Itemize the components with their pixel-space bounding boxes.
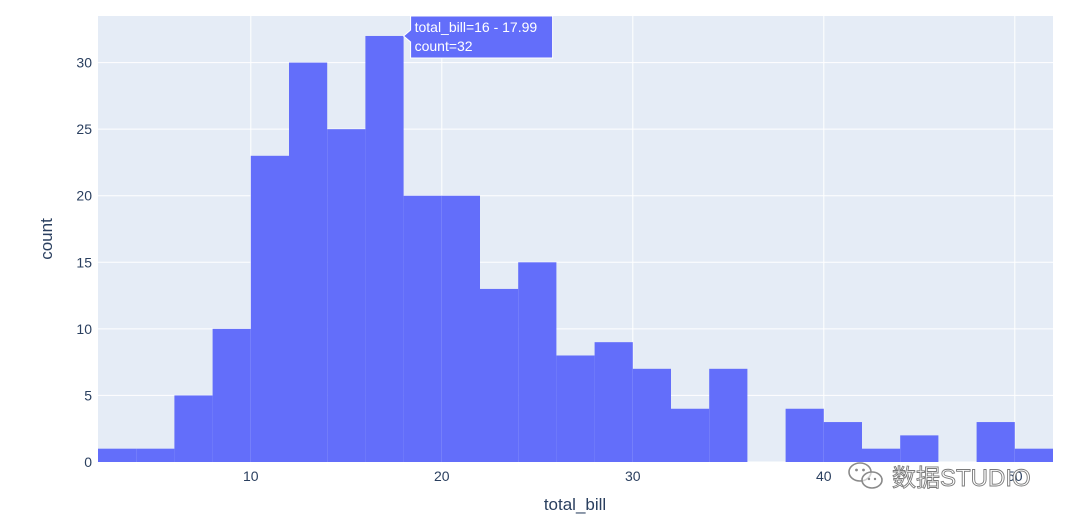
- histogram-bar[interactable]: [862, 448, 901, 462]
- tooltip-count: count=32: [415, 38, 473, 54]
- histogram-bar[interactable]: [785, 408, 824, 462]
- histogram-bar[interactable]: [441, 195, 480, 463]
- histogram-bar[interactable]: [594, 342, 633, 462]
- histogram-bar[interactable]: [556, 355, 595, 462]
- y-tick-label: 20: [76, 188, 92, 204]
- histogram-bar[interactable]: [518, 262, 557, 462]
- y-axis-ticks: 0 5 10 15 20 25 30: [76, 55, 92, 470]
- histogram-bar[interactable]: [136, 448, 175, 462]
- y-axis-label: count: [37, 218, 56, 260]
- histogram-bar[interactable]: [900, 435, 939, 462]
- y-tick-label: 5: [84, 387, 92, 403]
- x-tick-label: 40: [816, 468, 832, 484]
- bars[interactable]: [98, 35, 1053, 463]
- x-axis-label: total_bill: [544, 495, 606, 514]
- y-tick-label: 10: [76, 321, 92, 337]
- histogram-bar[interactable]: [98, 448, 137, 462]
- histogram-bar[interactable]: [671, 408, 710, 462]
- histogram-bar[interactable]: [327, 129, 366, 462]
- y-tick-label: 15: [76, 254, 92, 270]
- histogram-bar[interactable]: [1014, 448, 1053, 462]
- histogram-bar[interactable]: [823, 422, 862, 462]
- histogram-bar[interactable]: [403, 195, 442, 463]
- x-tick-label: 30: [625, 468, 641, 484]
- histogram-bar[interactable]: [365, 35, 404, 462]
- x-axis-ticks: 10 20 30 40 50: [243, 468, 1023, 484]
- x-tick-label: 50: [1007, 468, 1023, 484]
- tooltip-box: [402, 15, 554, 59]
- watermark: 数据STUDIO: [848, 462, 1031, 492]
- watermark-text: 数据STUDIO: [892, 465, 1031, 492]
- wechat-icon: [848, 462, 883, 489]
- histogram-bar[interactable]: [289, 62, 328, 462]
- histogram-bar[interactable]: [212, 328, 251, 462]
- histogram-bar[interactable]: [480, 288, 519, 462]
- hover-tooltip: total_bill=16 - 17.99 count=32: [402, 15, 554, 59]
- histogram-bar[interactable]: [976, 422, 1015, 462]
- histogram-bar[interactable]: [632, 368, 671, 462]
- x-tick-label: 10: [243, 468, 259, 484]
- y-tick-label: 0: [84, 454, 92, 470]
- histogram-bar[interactable]: [709, 368, 748, 462]
- y-tick-label: 25: [76, 121, 92, 137]
- y-tick-label: 30: [76, 55, 92, 71]
- histogram-bar[interactable]: [250, 155, 289, 462]
- tooltip-bin-range: total_bill=16 - 17.99: [415, 19, 538, 35]
- x-tick-label: 20: [434, 468, 450, 484]
- histogram-bar[interactable]: [174, 395, 213, 462]
